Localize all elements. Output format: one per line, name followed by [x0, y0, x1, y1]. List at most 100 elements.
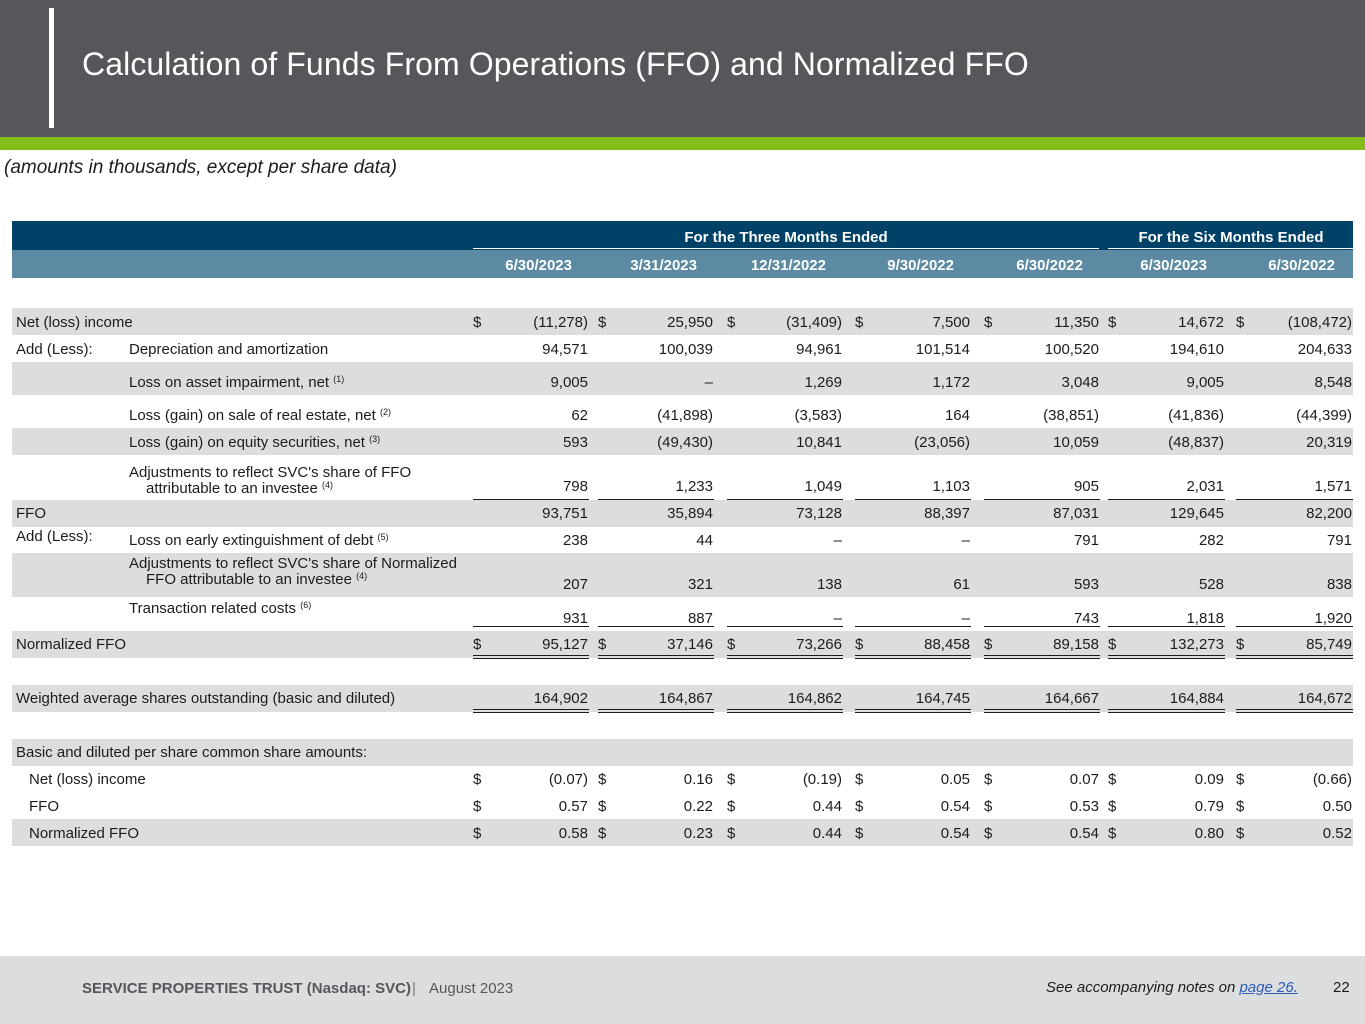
- table-cell: 11,350: [1054, 314, 1099, 331]
- table-cell: 0.79: [1194, 798, 1224, 815]
- currency-symbol: $: [727, 771, 736, 788]
- table-cell: 100,039: [658, 341, 713, 358]
- currency-symbol: $: [727, 825, 736, 842]
- total-double-underline: [984, 655, 1100, 659]
- currency-symbol: $: [984, 825, 993, 842]
- row-label-weighted-shares: Weighted average shares outstanding (bas…: [16, 690, 396, 707]
- row-label-per-share-ffo: FFO: [29, 798, 59, 815]
- table-cell: 0.09: [1194, 771, 1224, 788]
- row-label-per-share-normalized-ffo: Normalized FFO: [29, 825, 140, 842]
- table-cell: 138: [816, 576, 842, 593]
- table-cell: 93,751: [542, 505, 588, 522]
- table-cell: –: [961, 532, 970, 549]
- footer-company: SERVICE PROPERTIES TRUST (Nasdaq: SVC): [82, 980, 411, 997]
- currency-symbol: $: [598, 771, 607, 788]
- table-cell: 1,233: [675, 478, 713, 495]
- table-cell: 207: [562, 576, 588, 593]
- table-cell: 164: [944, 407, 970, 424]
- subtotal-underline: [1236, 626, 1353, 627]
- table-cell: 9,005: [550, 374, 588, 391]
- table-cell: 164,867: [658, 690, 713, 707]
- row-band: [12, 819, 1353, 846]
- subtotal-underline: [473, 499, 589, 500]
- row-label-impairment: Loss on asset impairment, net (1): [129, 374, 345, 391]
- table-cell: 44: [696, 532, 713, 549]
- table-cell: 94,961: [796, 341, 842, 358]
- table-cell: –: [833, 610, 842, 627]
- currency-symbol: $: [984, 636, 993, 653]
- total-double-underline: [1108, 709, 1225, 713]
- row-band: [12, 685, 1353, 712]
- currency-symbol: $: [598, 636, 607, 653]
- total-double-underline: [1108, 655, 1225, 659]
- group-header-six-months: For the Six Months Ended: [1138, 229, 1324, 246]
- currency-symbol: $: [727, 636, 736, 653]
- subtotal-underline: [1108, 626, 1225, 627]
- row-label-sale-real-estate: Loss (gain) on sale of real estate, net …: [129, 407, 391, 424]
- footer-date: August 2023: [429, 980, 514, 997]
- column-header: 12/31/2022: [750, 257, 826, 274]
- table-cell: (3,583): [794, 407, 842, 424]
- table-cell: 1,571: [1314, 478, 1352, 495]
- table-column-header: [12, 250, 1353, 278]
- column-header: 6/30/2023: [1140, 257, 1207, 274]
- subtotal-underline: [1108, 499, 1225, 500]
- table-cell: 164,745: [915, 690, 970, 707]
- footer-notes: See accompanying notes on page 26.: [1046, 979, 1298, 996]
- table-cell: 9,005: [1186, 374, 1224, 391]
- subtotal-underline: [727, 499, 843, 500]
- column-header: 9/30/2022: [887, 257, 954, 274]
- notes-page-link[interactable]: page 26.: [1239, 979, 1298, 996]
- green-divider: [0, 137, 1365, 150]
- row-label-per-share-heading: Basic and diluted per share common share…: [16, 744, 368, 761]
- table-cell: 905: [1073, 478, 1099, 495]
- row-band: [12, 308, 1353, 335]
- row-label-ffo: FFO: [16, 505, 46, 522]
- currency-symbol: $: [1108, 825, 1117, 842]
- table-cell: 0.22: [683, 798, 713, 815]
- currency-symbol: $: [1108, 636, 1117, 653]
- table-cell: 282: [1198, 532, 1224, 549]
- table-cell: 129,645: [1169, 505, 1224, 522]
- table-cell: 89,158: [1053, 636, 1099, 653]
- group-header-underline: [1108, 248, 1354, 249]
- total-double-underline: [598, 709, 714, 713]
- currency-symbol: $: [727, 314, 736, 331]
- table-cell: (44,399): [1296, 407, 1352, 424]
- row-band: [12, 739, 1353, 766]
- table-cell: 88,458: [924, 636, 970, 653]
- subtotal-underline: [855, 499, 971, 500]
- table-cell: (108,472): [1287, 314, 1352, 331]
- table-cell: (0.66): [1312, 771, 1352, 788]
- group-header-underline: [473, 248, 1099, 249]
- column-header: 6/30/2022: [1016, 257, 1083, 274]
- total-double-underline: [598, 655, 714, 659]
- table-cell: 10,059: [1053, 434, 1099, 451]
- table-cell: 743: [1073, 610, 1099, 627]
- total-double-underline: [473, 709, 589, 713]
- row-label-ffo-investee: Adjustments to reflect SVC's share of FF…: [129, 464, 412, 497]
- currency-symbol: $: [1236, 798, 1245, 815]
- currency-symbol: $: [598, 798, 607, 815]
- table-cell: (31,409): [786, 314, 842, 331]
- currency-symbol: $: [855, 314, 864, 331]
- table-cell: –: [961, 610, 970, 627]
- table-cell: 164,672: [1297, 690, 1352, 707]
- column-header: 6/30/2022: [1268, 257, 1335, 274]
- currency-symbol: $: [1108, 771, 1117, 788]
- table-cell: 10,841: [796, 434, 842, 451]
- row-label-net-income: Net (loss) income: [16, 314, 133, 331]
- currency-symbol: $: [855, 771, 864, 788]
- table-cell: 0.54: [1069, 825, 1099, 842]
- row-label-equity-securities: Loss (gain) on equity securities, net (3…: [129, 434, 381, 451]
- table-cell: 62: [571, 407, 588, 424]
- column-header: 3/31/2023: [630, 257, 697, 274]
- page-title: Calculation of Funds From Operations (FF…: [82, 46, 1029, 82]
- table-cell: 164,667: [1044, 690, 1099, 707]
- table-cell: 85,749: [1306, 636, 1352, 653]
- table-cell: 1,269: [804, 374, 842, 391]
- row-prefix-add-less: Add (Less):: [16, 528, 93, 545]
- table-cell: (23,056): [914, 434, 970, 451]
- table-cell: 61: [953, 576, 970, 593]
- subtotal-underline: [984, 626, 1100, 627]
